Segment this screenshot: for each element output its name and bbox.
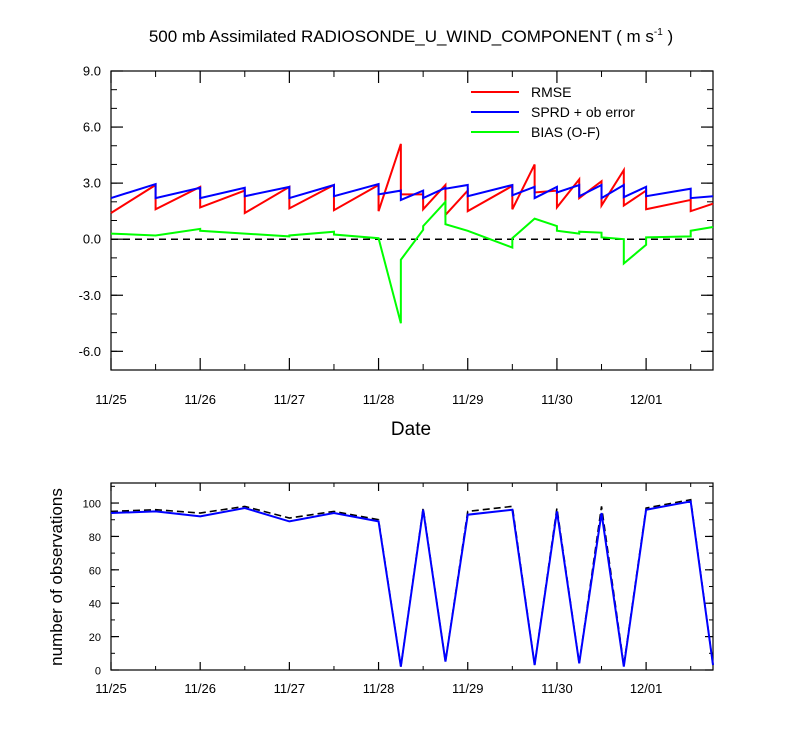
x-tick-label: 11/29 [452, 392, 484, 407]
y-tick-label: 9.0 [83, 64, 101, 79]
series-line-rmse [110, 143, 714, 218]
x-axis-label: Date [391, 419, 431, 440]
series-line-sprd-ob-error [110, 182, 714, 202]
chart-title-main: 500 mb Assimilated RADIOSONDE_U_WIND_COM… [149, 27, 654, 46]
y-tick-label: 100 [83, 499, 101, 511]
x-tick-label: 11/28 [363, 392, 395, 407]
chart-title: 500 mb Assimilated RADIOSONDE_U_WIND_COM… [149, 27, 673, 46]
x-tick-label: 11/26 [184, 392, 216, 407]
chart-title-superscript: -1 [654, 27, 663, 38]
x-tick-label: 11/29 [452, 681, 484, 696]
series-line-assimilated [110, 500, 714, 667]
y-tick-label: -3.0 [79, 288, 101, 303]
bottom-plot: 11/25 11/26 11/27 11/28 11/29 11/30 12/01 0 20 40… [83, 482, 714, 696]
x-tick-label: 12/01 [630, 681, 663, 696]
x-tick-label: 11/25 [95, 681, 127, 696]
x-tick-label: 12/01 [630, 392, 663, 407]
y-tick-label: 80 [89, 532, 101, 544]
x-tick-label: 11/28 [363, 681, 395, 696]
plot-frame [110, 482, 714, 671]
y-tick-label: 6.0 [83, 120, 101, 135]
y-tick-label: 20 [89, 632, 101, 644]
legend: RMSE SPRD + ob error BIAS (O-F) [471, 84, 635, 140]
y-tick-label: 3.0 [83, 176, 101, 191]
x-tick-label: 11/25 [95, 392, 127, 407]
y-tick-label: 0.0 [83, 232, 101, 247]
x-tick-label: 11/30 [541, 681, 573, 696]
legend-label: RMSE [531, 84, 571, 100]
y-tick-label: 40 [89, 599, 101, 611]
chart-title-end: ) [663, 27, 673, 46]
y-tick-label: 60 [89, 565, 101, 577]
series-line-bias-o-f [110, 199, 714, 324]
legend-label: BIAS (O-F) [531, 124, 600, 140]
legend-label: SPRD + ob error [531, 104, 635, 120]
y-tick-label: 0 [95, 666, 101, 678]
y-axis-label: number of observations [47, 488, 66, 666]
x-tick-label: 11/30 [541, 392, 573, 407]
top-plot: 11/25 11/26 11/27 11/28 11/29 11/30 12/01 9.0 6.… [79, 64, 714, 407]
x-tick-label: 11/27 [274, 392, 306, 407]
x-tick-label: 11/27 [274, 681, 306, 696]
x-tick-label: 11/26 [184, 681, 216, 696]
y-tick-label: -6.0 [79, 344, 101, 359]
